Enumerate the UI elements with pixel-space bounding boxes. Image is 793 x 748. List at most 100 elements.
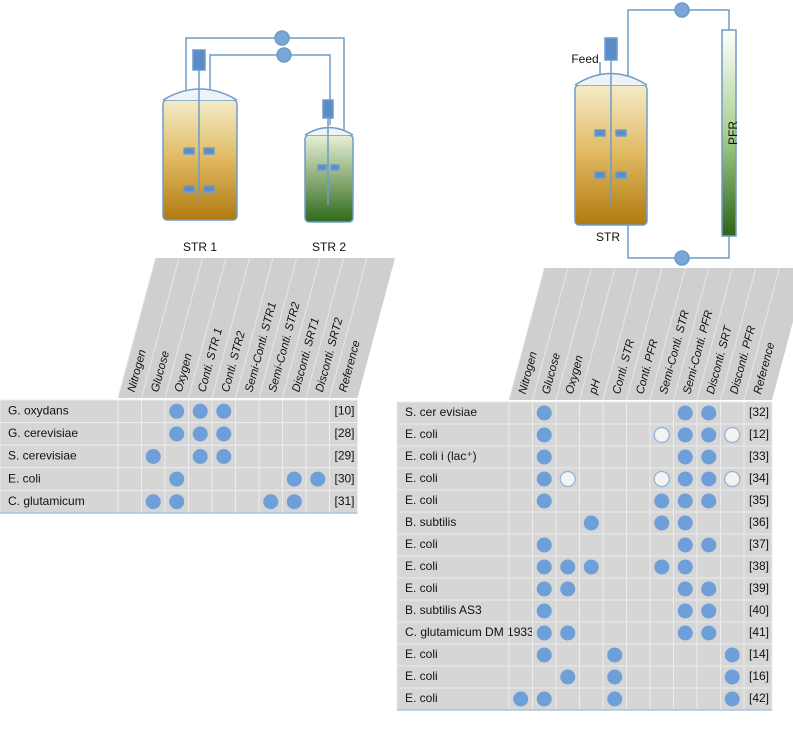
dot bbox=[286, 471, 302, 487]
label: STR 2 bbox=[312, 240, 346, 254]
dot bbox=[654, 493, 670, 509]
dot bbox=[677, 405, 693, 421]
row-name: E. coli bbox=[405, 493, 438, 507]
dot bbox=[677, 559, 693, 575]
header-divider bbox=[602, 267, 639, 401]
reference: [14] bbox=[749, 647, 769, 661]
reference: [32] bbox=[749, 405, 769, 419]
dot bbox=[192, 403, 208, 419]
row-name: E. coli bbox=[405, 691, 438, 705]
dot bbox=[724, 470, 741, 488]
header-divider bbox=[164, 257, 204, 399]
reference: [39] bbox=[749, 581, 769, 595]
dot bbox=[536, 449, 552, 465]
reference: [30] bbox=[334, 471, 354, 485]
diagram-left bbox=[162, 30, 354, 223]
dot bbox=[677, 493, 693, 509]
dot bbox=[653, 470, 670, 488]
dot bbox=[536, 647, 552, 663]
dot bbox=[559, 470, 576, 488]
header-divider bbox=[282, 257, 321, 399]
dot bbox=[216, 426, 232, 442]
row-name: B. subtilis bbox=[405, 515, 456, 529]
header-divider bbox=[626, 267, 663, 401]
row-name: G. cerevisiae bbox=[8, 426, 78, 440]
row-name: C. glutamicum bbox=[8, 494, 85, 508]
row-bg bbox=[396, 687, 773, 711]
reference: [38] bbox=[749, 559, 769, 573]
header-divider bbox=[211, 257, 251, 399]
dot bbox=[677, 515, 693, 531]
dot bbox=[536, 581, 552, 597]
row-name: E. coli bbox=[8, 471, 41, 485]
dot bbox=[513, 691, 529, 707]
dot bbox=[724, 647, 740, 663]
header-divider bbox=[508, 267, 545, 401]
reference: [10] bbox=[334, 403, 354, 417]
reference: [37] bbox=[749, 537, 769, 551]
header-bg bbox=[118, 258, 396, 398]
row-name: E. coli bbox=[405, 669, 438, 683]
dot bbox=[169, 471, 185, 487]
dot bbox=[536, 691, 552, 707]
reference: [35] bbox=[749, 493, 769, 507]
dot bbox=[607, 669, 623, 685]
dot bbox=[701, 537, 717, 553]
header-divider bbox=[235, 257, 274, 399]
dot bbox=[654, 515, 670, 531]
dot bbox=[216, 449, 232, 464]
dot bbox=[701, 603, 717, 619]
dot bbox=[536, 427, 552, 443]
label: STR 1 bbox=[183, 240, 217, 254]
label: Feed bbox=[571, 52, 598, 66]
dot bbox=[536, 493, 552, 509]
dot bbox=[536, 471, 552, 487]
row-bg bbox=[396, 643, 773, 667]
dot bbox=[677, 471, 693, 487]
header-divider bbox=[188, 257, 227, 399]
dot bbox=[145, 494, 161, 510]
dot bbox=[677, 603, 693, 619]
reference: [12] bbox=[749, 427, 769, 441]
dot bbox=[536, 559, 552, 575]
row-name: E. coli bbox=[405, 581, 438, 595]
dot bbox=[560, 669, 576, 685]
reference: [29] bbox=[334, 449, 354, 463]
header-divider bbox=[696, 267, 733, 401]
dot bbox=[701, 449, 717, 465]
row-name: E. coli bbox=[405, 427, 438, 441]
dot bbox=[536, 405, 552, 421]
reference: [41] bbox=[749, 625, 769, 639]
header-divider bbox=[258, 257, 298, 399]
dot bbox=[145, 449, 161, 464]
reference: [28] bbox=[334, 426, 354, 440]
dot bbox=[701, 625, 717, 641]
dot bbox=[701, 493, 717, 509]
reference: [42] bbox=[749, 691, 769, 705]
dot bbox=[677, 581, 693, 597]
dot bbox=[560, 625, 576, 641]
dot bbox=[677, 537, 693, 553]
row-name: E. coli bbox=[405, 537, 438, 551]
dot bbox=[169, 403, 185, 419]
header-divider bbox=[305, 257, 345, 399]
reference: [31] bbox=[334, 494, 354, 508]
header-bg bbox=[509, 268, 793, 400]
row-name: B. subtilis AS3 bbox=[405, 603, 482, 617]
reference: [34] bbox=[749, 471, 769, 485]
column-header: pH bbox=[587, 378, 603, 397]
row-name: E. coli bbox=[405, 559, 438, 573]
dot bbox=[263, 494, 279, 510]
dot bbox=[560, 581, 576, 597]
header-divider bbox=[743, 267, 780, 401]
header-divider bbox=[329, 257, 368, 399]
label: PFR bbox=[726, 121, 740, 145]
row-name: E. coli bbox=[405, 471, 438, 485]
header-divider bbox=[555, 267, 592, 401]
dot bbox=[677, 449, 693, 465]
row-name: G. oxydans bbox=[8, 403, 69, 417]
dot bbox=[192, 426, 208, 442]
dot bbox=[654, 559, 670, 575]
table: Nitrogen Glucose Oxygen pH Conti. STRConti. … bbox=[396, 267, 793, 711]
